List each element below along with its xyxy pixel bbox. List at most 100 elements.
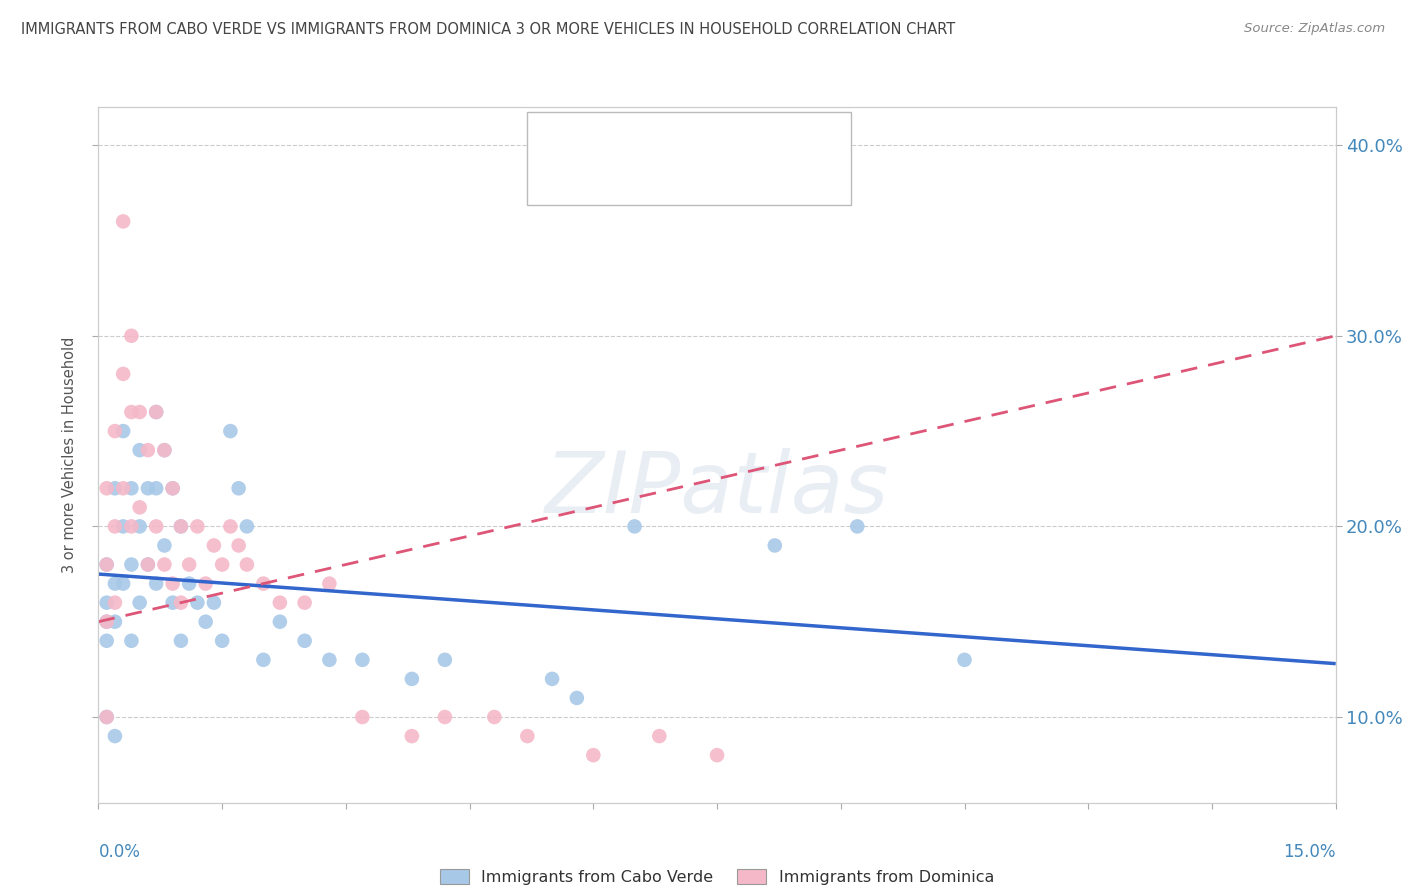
Point <box>179 558 201 572</box>
Point <box>136 558 159 572</box>
Text: 15.0%: 15.0% <box>1284 843 1336 861</box>
Point <box>112 576 135 591</box>
Point <box>236 558 259 572</box>
Point <box>96 558 118 572</box>
Point <box>352 653 374 667</box>
Point <box>153 443 176 458</box>
Point <box>120 558 142 572</box>
Point <box>96 633 118 648</box>
Point <box>236 519 259 533</box>
Point <box>145 481 167 495</box>
Text: Source: ZipAtlas.com: Source: ZipAtlas.com <box>1244 22 1385 36</box>
Point <box>541 672 564 686</box>
Point <box>128 596 150 610</box>
Point <box>96 558 118 572</box>
Point <box>211 558 233 572</box>
Point <box>228 539 250 553</box>
Point <box>120 405 142 419</box>
Point <box>153 558 176 572</box>
Point <box>145 405 167 419</box>
Point <box>516 729 538 743</box>
Point <box>846 519 869 533</box>
Point <box>120 633 142 648</box>
Y-axis label: 3 or more Vehicles in Household: 3 or more Vehicles in Household <box>62 337 77 573</box>
Point <box>112 367 135 381</box>
Point <box>352 710 374 724</box>
Point <box>104 481 127 495</box>
Point <box>170 633 193 648</box>
Point <box>112 519 135 533</box>
Text: N =: N = <box>706 130 758 148</box>
Point <box>153 539 176 553</box>
Point <box>96 710 118 724</box>
Text: 0.0%: 0.0% <box>98 843 141 861</box>
Point <box>318 576 340 591</box>
Point <box>120 519 142 533</box>
Point <box>648 729 671 743</box>
Point <box>120 481 142 495</box>
Text: -0.151: -0.151 <box>633 130 697 148</box>
Text: 50: 50 <box>752 130 778 148</box>
Point <box>145 519 167 533</box>
Point <box>104 576 127 591</box>
Point <box>211 633 233 648</box>
Point <box>763 539 786 553</box>
Point <box>162 596 184 610</box>
Point <box>179 576 201 591</box>
Point <box>294 633 316 648</box>
Point <box>219 519 242 533</box>
Text: ZIPatlas: ZIPatlas <box>546 448 889 532</box>
Point <box>162 576 184 591</box>
Point <box>401 672 423 686</box>
Point <box>228 481 250 495</box>
Point <box>128 405 150 419</box>
Point <box>112 214 135 228</box>
Point <box>120 328 142 343</box>
Point <box>96 710 118 724</box>
Text: N =: N = <box>706 169 758 186</box>
Legend: Immigrants from Cabo Verde, Immigrants from Dominica: Immigrants from Cabo Verde, Immigrants f… <box>440 869 994 885</box>
Point <box>128 500 150 515</box>
Point <box>153 443 176 458</box>
Point <box>128 443 150 458</box>
Point <box>170 596 193 610</box>
Text: IMMIGRANTS FROM CABO VERDE VS IMMIGRANTS FROM DOMINICA 3 OR MORE VEHICLES IN HOU: IMMIGRANTS FROM CABO VERDE VS IMMIGRANTS… <box>21 22 955 37</box>
Point <box>170 519 193 533</box>
Point <box>104 519 127 533</box>
Point <box>128 519 150 533</box>
Point <box>104 615 127 629</box>
Text: 45: 45 <box>752 169 778 186</box>
Text: R =: R = <box>591 130 630 148</box>
Point <box>202 596 225 610</box>
Point <box>194 576 217 591</box>
Point <box>145 405 167 419</box>
Point <box>269 596 291 610</box>
Point <box>170 519 193 533</box>
Point <box>104 424 127 438</box>
Point <box>433 710 456 724</box>
Point <box>484 710 506 724</box>
Point <box>136 443 159 458</box>
Point <box>162 481 184 495</box>
Point <box>953 653 976 667</box>
Point <box>269 615 291 629</box>
Point <box>136 558 159 572</box>
Point <box>433 653 456 667</box>
Point <box>186 519 208 533</box>
Point <box>96 615 118 629</box>
Point <box>112 481 135 495</box>
Point <box>219 424 242 438</box>
Text: R =: R = <box>591 169 630 186</box>
Point <box>202 539 225 553</box>
Point <box>96 615 118 629</box>
Point <box>194 615 217 629</box>
Point <box>706 748 728 763</box>
Point <box>318 653 340 667</box>
Point <box>162 481 184 495</box>
Point <box>623 519 645 533</box>
Point <box>96 596 118 610</box>
Point <box>96 481 118 495</box>
Point <box>104 729 127 743</box>
Point <box>145 576 167 591</box>
Point <box>294 596 316 610</box>
